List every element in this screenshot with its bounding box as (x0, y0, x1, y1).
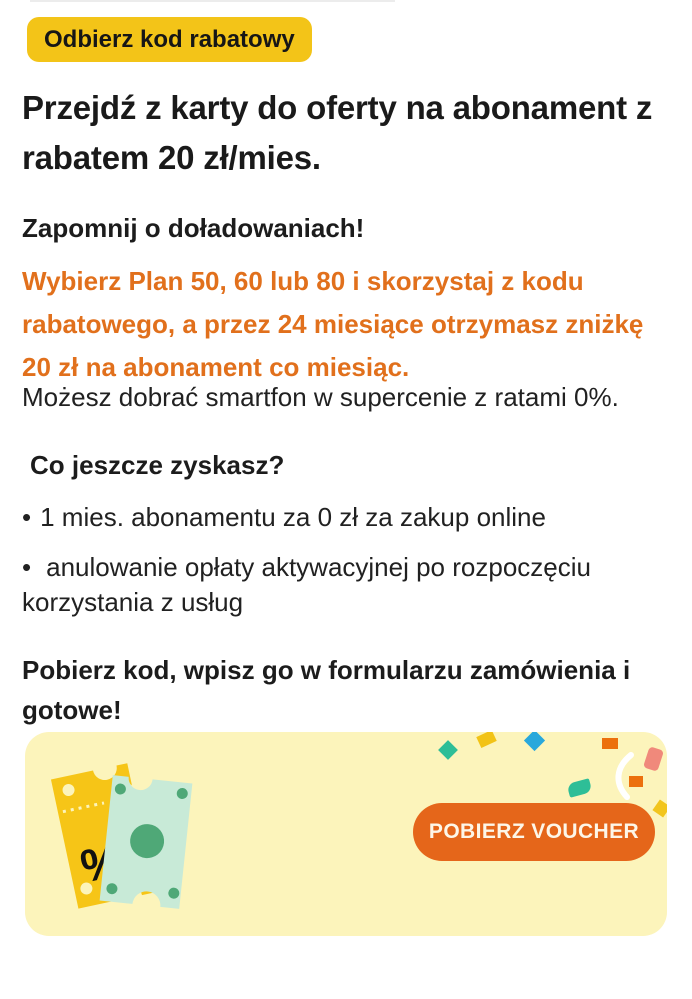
bullet-icon: • (22, 552, 32, 582)
confetti-yellow-diamond-icon (652, 799, 667, 818)
confetti-teal-curve-icon (566, 778, 593, 798)
confetti-salmon-rect-icon (642, 746, 665, 772)
confetti-yellow-rect-icon (476, 732, 497, 749)
confetti-orange-rect-icon (602, 738, 618, 749)
confetti-teal-diamond-icon (438, 740, 458, 760)
benefit-item: • anulowanie opłaty aktywacyjnej po rozpo… (22, 550, 672, 620)
closing-instruction: Pobierz kod, wpisz go w formularzu zamów… (22, 655, 631, 725)
benefit-item-text: anulowanie opłaty aktywacyjnej po rozpoc… (22, 552, 591, 617)
subheading: Zapomnij o doładowaniach! (22, 213, 365, 243)
benefit-item-text: 1 mies. abonamentu za 0 zł za zakup onli… (40, 502, 546, 532)
voucher-card: % POBIERZ VOUCHER (25, 732, 667, 936)
confetti-orange-small-icon (629, 776, 643, 787)
benefits-heading: Co jeszcze zyskasz? (30, 450, 285, 480)
discount-code-badge: Odbierz kod rabatowy (27, 17, 312, 62)
highlight-offer-text: Wybierz Plan 50, 60 lub 80 i skorzystaj … (22, 266, 644, 382)
voucher-tickets-illustration: % (50, 763, 193, 909)
smartphone-note: Możesz dobrać smartfon w supercenie z ra… (22, 382, 619, 412)
confetti-blue-diamond-icon (523, 732, 546, 752)
bullet-icon: • (22, 502, 32, 532)
top-divider (30, 0, 395, 2)
confetti-white-crescent-icon (615, 752, 634, 800)
benefit-item: • 1 mies. abonamentu za 0 zł za zakup onl… (22, 500, 672, 535)
download-voucher-button[interactable]: POBIERZ VOUCHER (413, 803, 655, 861)
badge-label: Odbierz kod rabatowy (44, 26, 295, 53)
page-title: Przejdź z karty do oferty na abonament z… (22, 89, 653, 176)
